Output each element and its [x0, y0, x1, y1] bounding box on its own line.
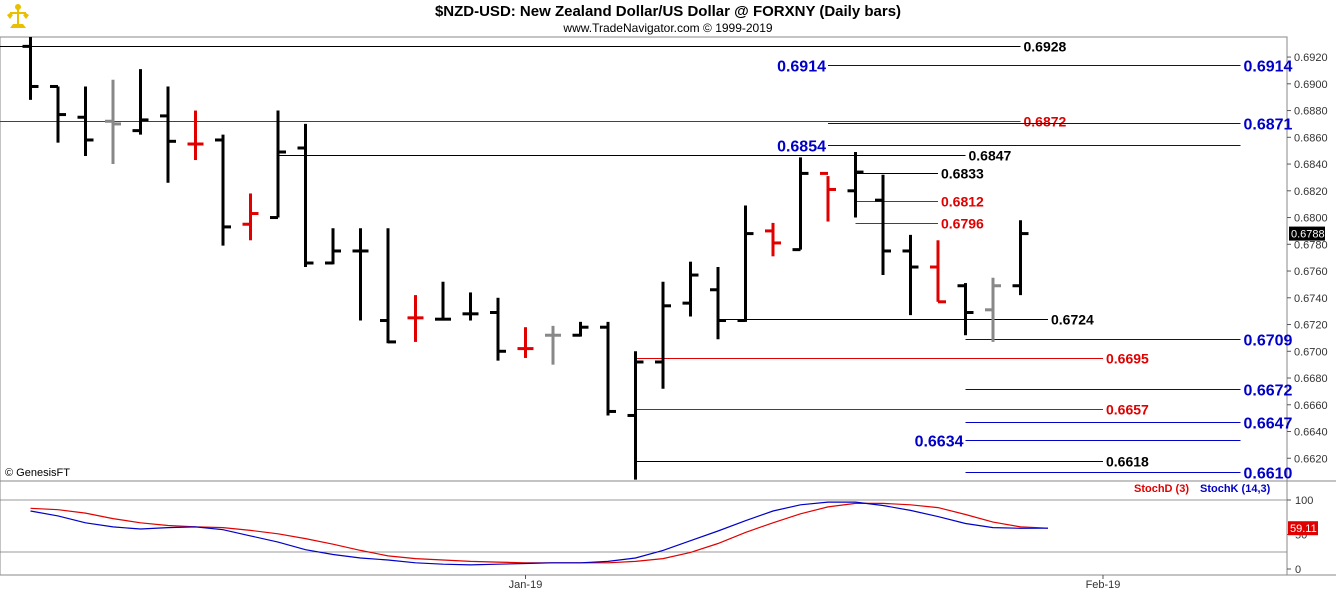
level-label: 0.6914 — [1244, 59, 1293, 76]
ohlc-bar — [77, 86, 94, 157]
ohlc-bar — [930, 240, 946, 304]
level-label: 0.6833 — [941, 166, 984, 182]
chart-title: $NZD-USD: New Zealand Dollar/US Dollar @… — [434, 3, 902, 20]
level-label: 0.6610 — [1244, 466, 1293, 483]
ohlc-bar — [957, 283, 974, 336]
y-tick-label: 0.6820 — [1294, 186, 1328, 198]
ohlc-bar — [105, 79, 121, 165]
last-price-box — [1289, 226, 1325, 241]
ohlc-bar — [710, 267, 726, 340]
ohlc-bar — [22, 37, 39, 100]
ohlc-bar — [242, 193, 259, 241]
level-label: 0.6928 — [1024, 39, 1067, 55]
ohlc-bar — [462, 292, 479, 321]
ohlc-bar — [215, 134, 231, 246]
ohlc-bar — [572, 321, 589, 337]
ohlc-bar — [352, 228, 369, 321]
ohlc-bar — [545, 325, 561, 365]
level-label: 0.6796 — [941, 216, 984, 232]
y-tick-label: 0.6640 — [1294, 427, 1328, 439]
ohlc-bar — [847, 152, 864, 218]
price-bars — [22, 37, 1029, 480]
level-label: 0.6695 — [1106, 351, 1149, 367]
level-label: 0.6672 — [1244, 383, 1293, 400]
copyright-label: © GenesisFT — [5, 467, 70, 479]
legend-stochd: StochD (3) — [1134, 483, 1189, 495]
ohlc-bar — [902, 234, 919, 316]
level-left-label: 0.6854 — [777, 139, 826, 156]
stoch-line — [30, 501, 1049, 566]
y-tick-label: 0.6800 — [1294, 213, 1328, 225]
ohlc-bar — [985, 277, 1001, 342]
chart-subtitle: www.TradeNavigator.com © 1999-2019 — [563, 21, 773, 35]
y-tick-label: 0.6700 — [1294, 346, 1328, 358]
ohlc-bar — [160, 86, 176, 183]
ohlc-bar — [380, 228, 396, 344]
y-tick-label: 0.6920 — [1294, 52, 1328, 64]
stoch-tick-label: 0 — [1295, 564, 1301, 576]
y-tick-label: 0.6720 — [1294, 320, 1328, 332]
y-tick-label: 0.6740 — [1294, 293, 1328, 305]
ohlc-bar — [187, 110, 204, 161]
ohlc-bar — [875, 174, 891, 276]
ohlc-bar — [600, 321, 616, 416]
ohlc-bar — [132, 69, 149, 135]
level-label: 0.6647 — [1244, 416, 1293, 433]
level-lines: 0.6928 0.6914 0.6914 0.6872 0.6871 0.6854 0.68… — [0, 39, 1293, 483]
level-label: 0.6657 — [1106, 402, 1149, 418]
y-tick-label: 0.6860 — [1294, 132, 1328, 144]
level-label: 0.6618 — [1106, 454, 1149, 470]
ohlc-bar — [270, 110, 286, 220]
level-label: 0.6871 — [1244, 117, 1293, 134]
ohlc-bar — [1012, 220, 1029, 296]
stoch-tick-label: 100 — [1295, 495, 1313, 507]
ohlc-bar — [682, 261, 699, 317]
ohlc-bar — [490, 297, 506, 361]
date-axis: Jan-19 Feb-19 — [509, 575, 1121, 591]
price-axis: 0.6920 0.6900 0.6880 0.6860 0.6840 0.6820 0.68… — [1287, 52, 1328, 465]
y-tick-label: 0.6880 — [1294, 106, 1328, 118]
ohlc-bar — [792, 157, 809, 252]
x-tick-label: Feb-19 — [1086, 579, 1121, 591]
level-label: 0.6847 — [969, 148, 1012, 164]
x-tick-label: Jan-19 — [509, 579, 543, 591]
ohlc-bar — [297, 123, 314, 268]
level-label: 0.6724 — [1051, 312, 1094, 328]
y-tick-label: 0.6620 — [1294, 453, 1328, 465]
stoch-value-box — [1288, 521, 1318, 536]
last-price-label: 0.6788 — [1291, 229, 1325, 241]
legend-stochk: StochK (14,3) — [1200, 483, 1271, 495]
stoch-value-label: 59.11 — [1290, 523, 1317, 535]
y-tick-label: 0.6840 — [1294, 159, 1328, 171]
level-label: 0.6709 — [1244, 333, 1293, 350]
ohlc-bar — [325, 228, 341, 265]
y-tick-label: 0.6900 — [1294, 79, 1328, 91]
ohlc-bar — [737, 205, 754, 323]
ohlc-bar — [435, 281, 451, 321]
level-label: 0.6812 — [941, 194, 984, 210]
y-tick-label: 0.6780 — [1294, 239, 1328, 251]
tradenavigator-logo — [7, 4, 29, 28]
ohlc-bar — [820, 171, 836, 222]
y-tick-label: 0.6680 — [1294, 373, 1328, 385]
y-tick-label: 0.6660 — [1294, 400, 1328, 412]
ohlc-bar — [765, 222, 781, 257]
ohlc-bar — [517, 327, 534, 358]
y-tick-label: 0.6760 — [1294, 266, 1328, 278]
level-left-label: 0.6914 — [777, 59, 826, 76]
level-left-label: 0.6634 — [915, 434, 964, 451]
ohlc-bar — [50, 84, 66, 143]
ohlc-bar — [655, 281, 671, 389]
ohlc-bar — [627, 351, 644, 480]
ohlc-bar — [407, 295, 424, 342]
level-label: 0.6872 — [1024, 114, 1067, 130]
chart-frame — [0, 36, 1336, 576]
